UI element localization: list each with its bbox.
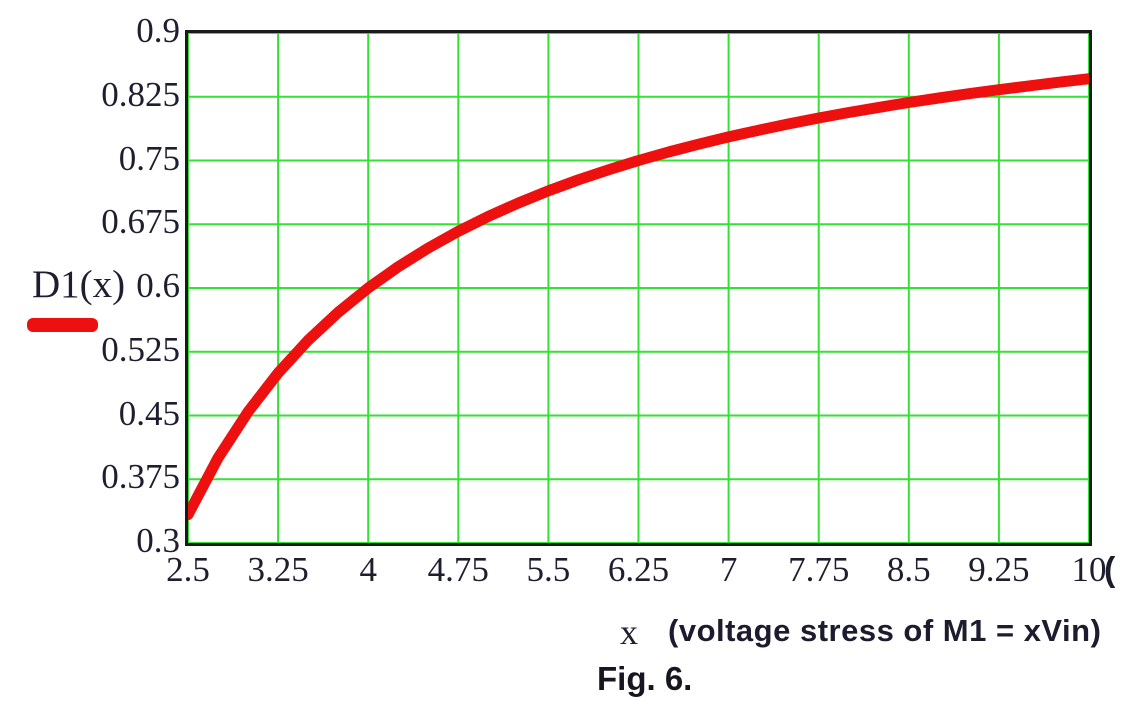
d1-curve-line: [188, 73, 1089, 521]
x-tick-label: 10: [1071, 550, 1107, 589]
plot-area: [185, 30, 1092, 546]
x-tick-label: 4.75: [427, 550, 489, 589]
x-axis-annotation: (voltage stress of M1 = xVin): [668, 613, 1102, 648]
x-tick-label: 9.25: [968, 550, 1030, 589]
y-tick-label: 0.45: [118, 393, 180, 433]
y-tick-label: 0.3: [136, 521, 180, 560]
gridlines: [188, 33, 1089, 543]
x-axis-variable-label: x: [620, 612, 638, 652]
clipped-text-fragment: (: [1104, 551, 1116, 589]
d1-curve: [188, 73, 1089, 521]
legend-line-swatch: [27, 318, 98, 332]
figure-caption: Fig. 6.: [597, 660, 693, 697]
y-tick-label: 0.9: [136, 11, 180, 50]
x-tick-label: 6.25: [607, 550, 670, 589]
x-tick-label: 3.25: [247, 550, 309, 589]
plot-canvas: [188, 33, 1089, 543]
y-tick-label: 0.375: [101, 457, 180, 497]
x-tick-label: 8.5: [886, 550, 931, 589]
y-tick-label: 0.675: [101, 202, 180, 242]
x-tick-label: 7.75: [788, 550, 850, 589]
x-tick-label: 2.5: [166, 550, 210, 589]
y-tick-label: 0.6: [136, 266, 180, 305]
x-tick-label: 5.5: [526, 550, 571, 589]
x-tick-label: 7: [719, 550, 738, 589]
x-tick-label: 4: [359, 550, 377, 589]
y-tick-label: 0.825: [101, 74, 180, 114]
y-tick-label: 0.75: [118, 138, 180, 178]
legend-series-label: D1(x): [32, 263, 126, 306]
y-tick-label: 0.525: [101, 329, 180, 369]
